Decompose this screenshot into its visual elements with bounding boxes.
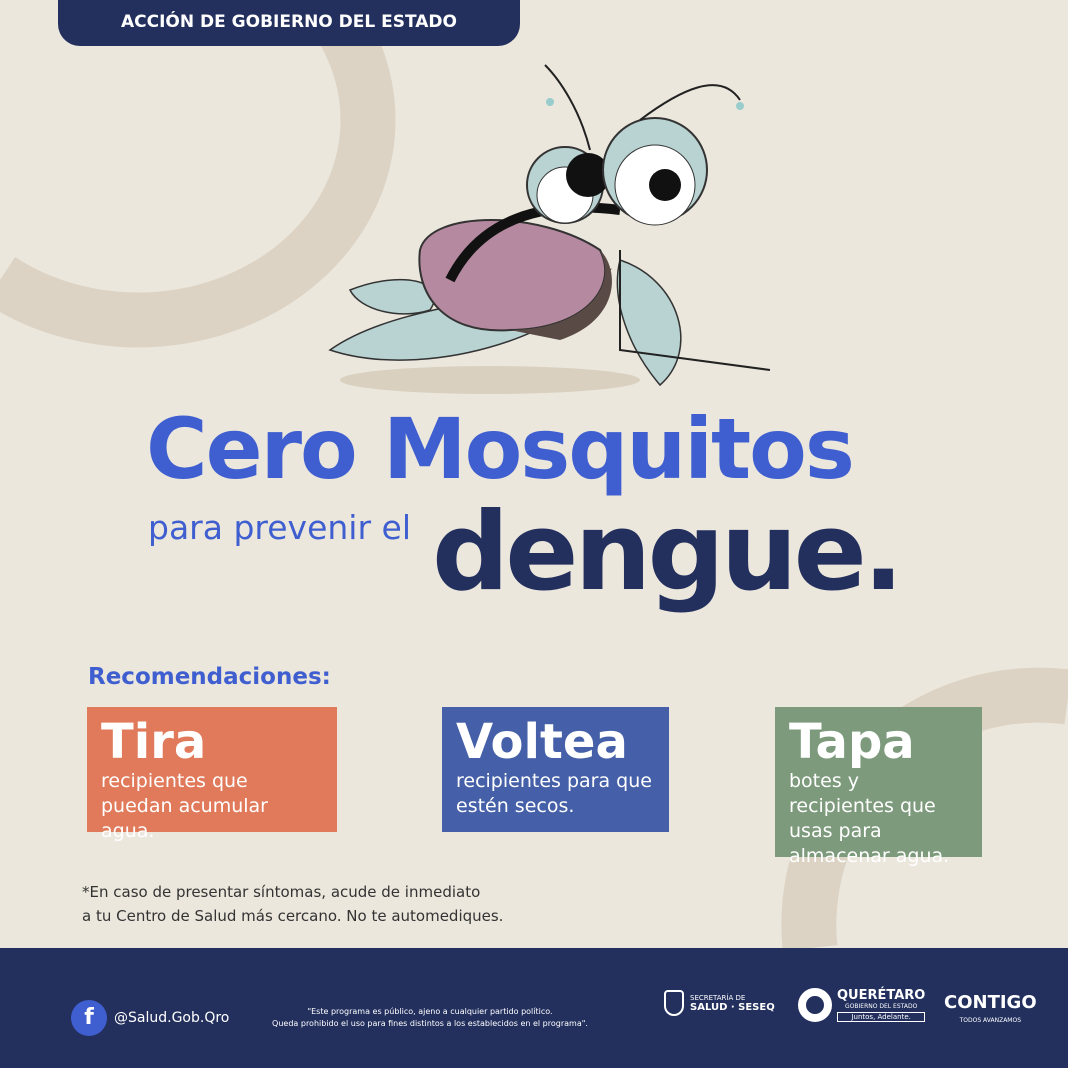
recommendation-title: Voltea (456, 714, 628, 770)
decorative-arc (0, 0, 396, 348)
subtitle: para prevenir el (148, 508, 411, 547)
seseq-logo: SECRETARÍA DE SALUD · SESEQ (664, 990, 775, 1016)
recommendation-tapa: Tapa botes y recipientes que usas para a… (775, 707, 982, 867)
qro-sub: GOBIERNO DEL ESTADO (845, 1003, 918, 1010)
qro-main: QUERÉTARO (837, 988, 926, 1003)
header-banner: ACCIÓN DE GOBIERNO DEL ESTADO (58, 0, 520, 46)
recommendation-title: Tira (101, 714, 207, 770)
queretaro-logo: QUERÉTARO GOBIERNO DEL ESTADO Juntos, Ad… (798, 988, 926, 1022)
note-line: *En caso de presentar síntomas, acude de… (82, 883, 481, 901)
coat-of-arms-icon (664, 990, 684, 1016)
recommendation-title: Tapa (789, 714, 915, 770)
disclaimer-line: "Este programa es público, ajeno a cualq… (307, 1007, 553, 1016)
recommendation-text: botes y recipientes que usas para almace… (789, 770, 950, 867)
title-dengue: dengue. (432, 490, 904, 615)
seseq-main: SALUD · SESEQ (690, 1001, 775, 1013)
qro-tag: Juntos, Adelante. (837, 1012, 926, 1022)
contigo-logo: CONTIGO TODOS AVANZAMOS (944, 992, 1037, 1024)
recommendation-tira: Tira recipientes que puedan acumular agu… (87, 707, 337, 842)
contigo-sub: TODOS AVANZAMOS (959, 1017, 1022, 1024)
footer: f @Salud.Gob.Qro "Este programa es públi… (0, 948, 1068, 1068)
q-icon (798, 988, 832, 1022)
disclaimer-line: Queda prohibido el uso para fines distin… (272, 1019, 588, 1028)
main-title: Cero Mosquitos (146, 400, 855, 498)
seseq-top: SECRETARÍA DE (690, 993, 746, 1002)
social-handle[interactable]: @Salud.Gob.Qro (114, 1010, 230, 1026)
note-line: a tu Centro de Salud más cercano. No te … (82, 907, 504, 925)
recommendation-voltea: Voltea recipientes para que estén secos. (442, 707, 669, 832)
symptoms-note: *En caso de presentar síntomas, acude de… (82, 880, 503, 928)
recommendations-heading: Recomendaciones: (88, 664, 331, 690)
facebook-icon[interactable]: f (71, 1000, 107, 1036)
recommendation-text: recipientes para que estén secos. (456, 770, 652, 817)
header-label: ACCIÓN DE GOBIERNO DEL ESTADO (121, 12, 457, 32)
contigo-main: CONTIGO (944, 992, 1037, 1013)
mosquito-illustration (328, 64, 771, 394)
recommendation-text: recipientes que puedan acumular agua. (101, 770, 268, 842)
disclaimer: "Este programa es público, ajeno a cualq… (250, 1006, 610, 1030)
